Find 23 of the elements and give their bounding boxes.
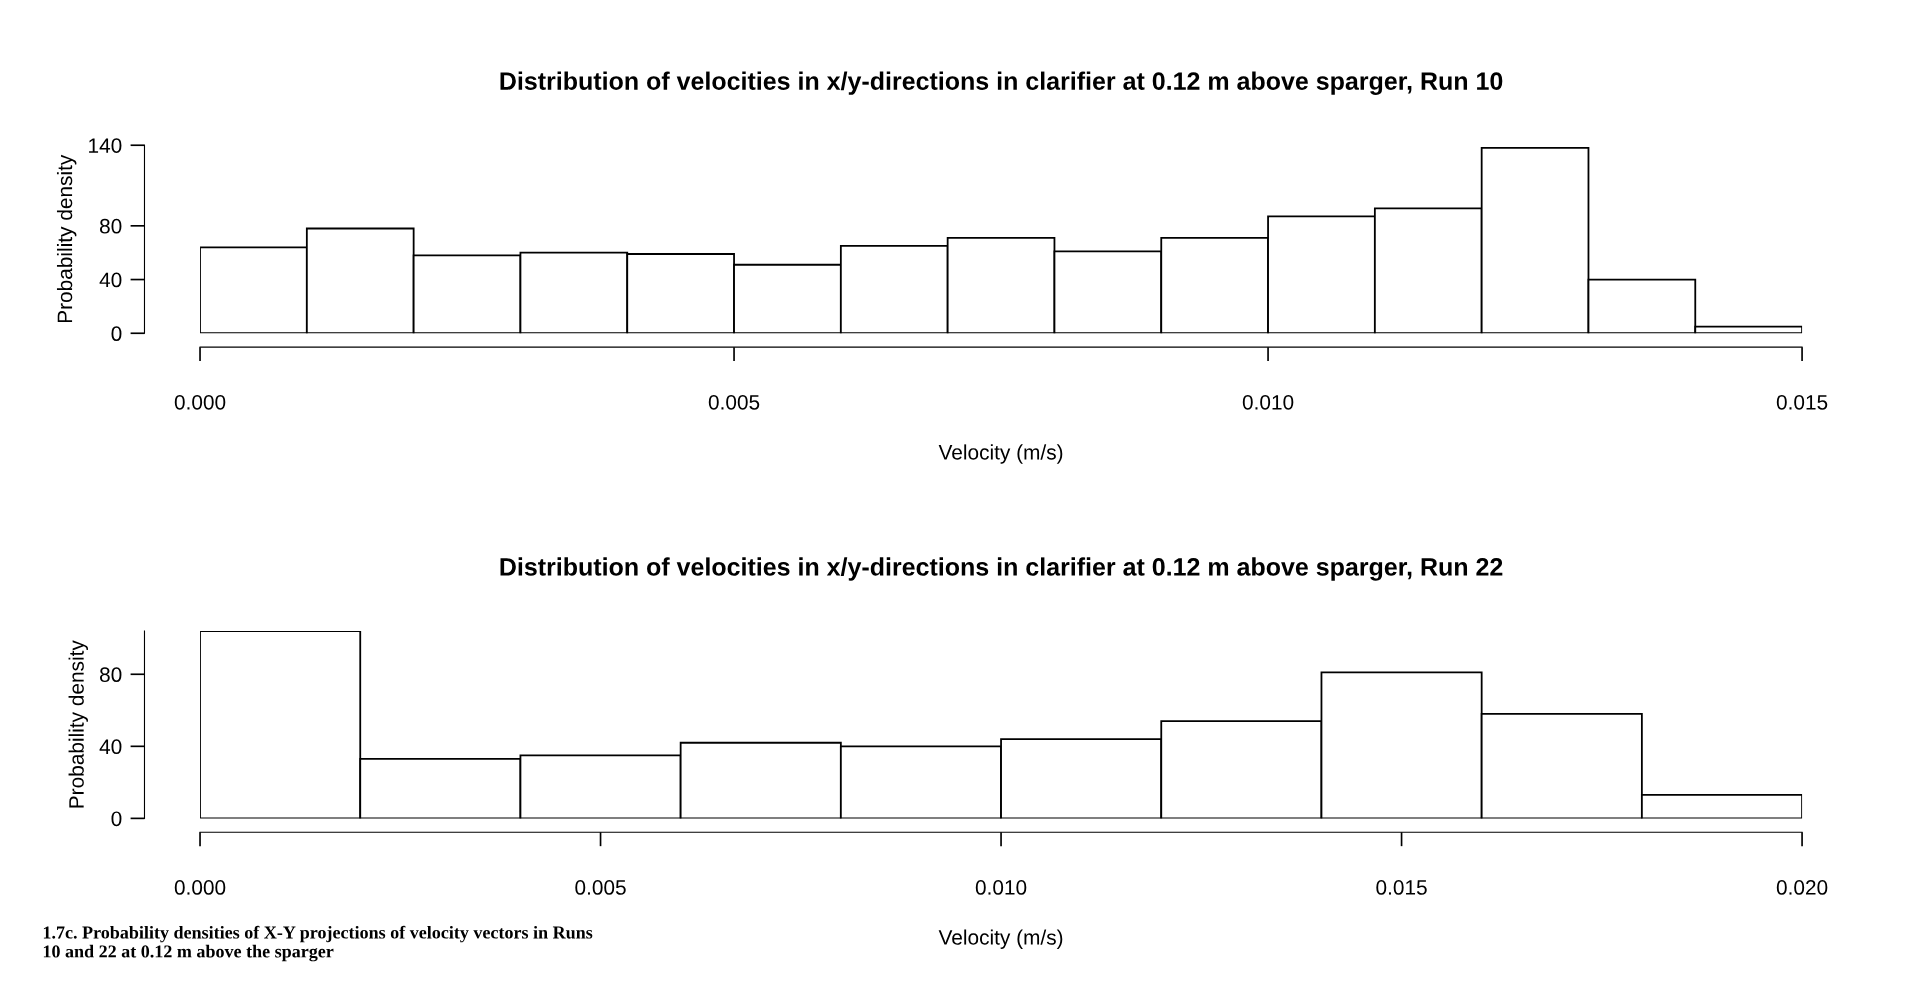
x-tick-label: 0.010: [1242, 394, 1294, 410]
y-axis-title: Probability density: [56, 154, 77, 323]
x-tick-label: 0.000: [174, 394, 226, 410]
text: 1.7c. Probability densities of X-Y projections of velocity vectors in Runs 10 and 22 at 0.12 m above the sparger: [43, 925, 593, 962]
y-tick-label: 140: [89, 138, 122, 153]
x-tick-label: 0.005: [575, 880, 626, 895]
x-axis-title: Velocity (m/s): [938, 444, 1063, 464]
x-axis-title: Velocity (m/s): [938, 929, 1063, 949]
chart-title: Distribution of velocities in x/y-directions in clarifier at 0.12 m above sparger, Run 22: [500, 557, 1503, 581]
x-tick-label: 0.015: [1376, 880, 1427, 895]
x-tick-label: 0.000: [174, 880, 226, 895]
x-tick-label: 0.010: [975, 880, 1027, 895]
x-tick-label: 0.020: [1776, 880, 1828, 895]
y-tick-label: 40: [99, 272, 122, 288]
y-tick-label: 80: [99, 218, 122, 234]
y-tick-label: 80: [99, 667, 122, 683]
y-axis-title: Probability density: [68, 640, 88, 808]
chart-title: Distribution of velocities in x/y-directions in clarifier at 0.12 m above sparger, Run 10: [500, 71, 1503, 95]
x-tick-label: 0.015: [1776, 394, 1828, 410]
y-tick-label: 40: [99, 739, 122, 755]
x-tick-label: 0.005: [708, 394, 760, 410]
y-tick-label: 0: [111, 811, 122, 827]
y-tick-label: 0: [111, 326, 122, 342]
